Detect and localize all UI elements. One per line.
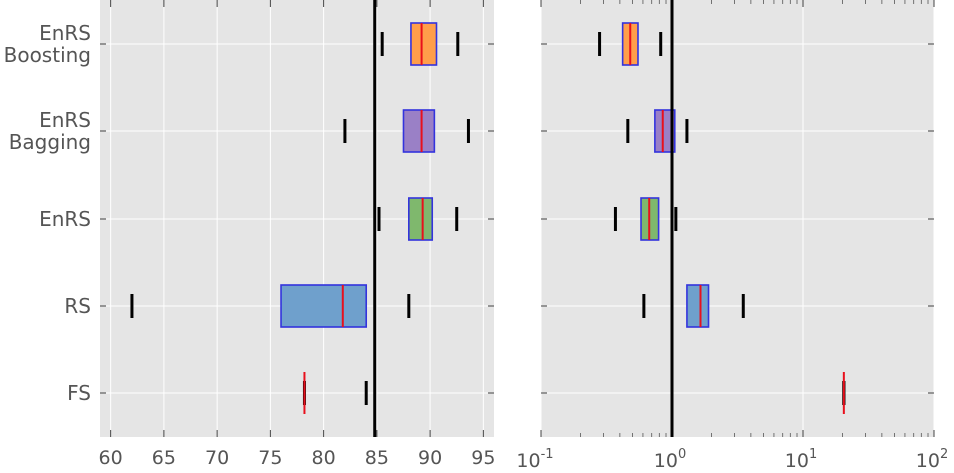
x-tick-label: 75 [258,447,282,469]
x-tick-label: 70 [205,447,229,469]
box-1 [402,109,436,153]
box-0 [410,22,438,66]
x-tick-label: 102 [916,447,948,472]
x-tick-label: 101 [785,447,817,472]
x-tick-label: 60 [99,447,123,469]
right-panel: 10-1 100 101 102 [516,0,948,472]
category-label: EnRS Bagging [9,108,91,154]
category-label: EnRS [39,207,91,231]
category-label: FS [67,381,91,405]
box-2 [408,197,434,241]
x-tick-label: 100 [654,447,686,472]
box-3 [686,284,710,328]
left-panel: 60 65 70 75 80 85 90 95 EnRS Boosting EnRS Bagging E… [4,0,495,469]
category-label: RS [64,294,91,318]
box-1 [654,109,676,153]
x-tick-label: 95 [471,447,495,469]
x-tick-label: 85 [365,447,389,469]
x-tick-label: 80 [312,447,336,469]
x-tick-label: 65 [152,447,176,469]
box-3 [280,284,368,328]
x-tick-label: 10-1 [516,447,553,472]
category-label: EnRS Boosting [4,21,91,67]
x-tick-label: 90 [418,447,442,469]
